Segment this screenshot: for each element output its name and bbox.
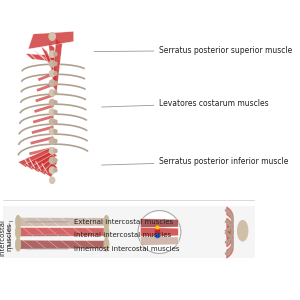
Ellipse shape bbox=[54, 52, 57, 56]
Ellipse shape bbox=[50, 99, 55, 106]
Text: Internal intercostal muscles: Internal intercostal muscles bbox=[26, 232, 171, 238]
Ellipse shape bbox=[50, 128, 55, 135]
Ellipse shape bbox=[54, 72, 57, 75]
Text: Intercostal
muscles: Intercostal muscles bbox=[0, 218, 13, 256]
Polygon shape bbox=[28, 32, 74, 49]
Polygon shape bbox=[52, 38, 62, 92]
Text: Serratus posterior inferior muscle: Serratus posterior inferior muscle bbox=[102, 157, 289, 166]
Ellipse shape bbox=[16, 226, 20, 238]
Polygon shape bbox=[16, 218, 109, 226]
Ellipse shape bbox=[16, 238, 20, 251]
Ellipse shape bbox=[54, 91, 57, 94]
Ellipse shape bbox=[50, 119, 55, 125]
Ellipse shape bbox=[16, 216, 20, 228]
Polygon shape bbox=[48, 42, 57, 84]
Ellipse shape bbox=[54, 110, 57, 114]
Ellipse shape bbox=[50, 61, 55, 67]
Polygon shape bbox=[41, 46, 57, 77]
Ellipse shape bbox=[50, 90, 55, 96]
Ellipse shape bbox=[238, 220, 248, 241]
Polygon shape bbox=[3, 206, 255, 259]
Polygon shape bbox=[26, 54, 57, 62]
Ellipse shape bbox=[54, 101, 57, 104]
Polygon shape bbox=[140, 236, 178, 245]
Ellipse shape bbox=[54, 140, 57, 143]
Ellipse shape bbox=[50, 70, 55, 76]
Ellipse shape bbox=[49, 33, 55, 40]
Ellipse shape bbox=[50, 177, 55, 183]
Ellipse shape bbox=[54, 62, 57, 66]
Ellipse shape bbox=[104, 216, 109, 228]
Ellipse shape bbox=[50, 167, 55, 173]
Ellipse shape bbox=[50, 109, 55, 115]
Polygon shape bbox=[18, 147, 57, 167]
Ellipse shape bbox=[104, 238, 109, 251]
Ellipse shape bbox=[50, 158, 55, 164]
Polygon shape bbox=[16, 240, 109, 249]
Polygon shape bbox=[140, 219, 178, 228]
Text: Serratus posterior superior muscle: Serratus posterior superior muscle bbox=[94, 46, 293, 55]
Text: Levatores costarum muscles: Levatores costarum muscles bbox=[102, 99, 269, 108]
Ellipse shape bbox=[54, 159, 57, 162]
Ellipse shape bbox=[50, 138, 55, 144]
Text: Innermost intercostal muscles: Innermost intercostal muscles bbox=[26, 246, 179, 252]
Ellipse shape bbox=[50, 80, 55, 86]
Text: External intercostal muscles: External intercostal muscles bbox=[26, 219, 173, 225]
Polygon shape bbox=[31, 154, 57, 172]
Polygon shape bbox=[43, 162, 57, 177]
Ellipse shape bbox=[54, 130, 57, 133]
Ellipse shape bbox=[54, 120, 57, 124]
Polygon shape bbox=[33, 50, 57, 69]
Polygon shape bbox=[24, 151, 57, 170]
Ellipse shape bbox=[50, 51, 55, 57]
Ellipse shape bbox=[50, 148, 55, 154]
Ellipse shape bbox=[54, 149, 57, 153]
Ellipse shape bbox=[54, 81, 57, 85]
Ellipse shape bbox=[54, 168, 57, 172]
Polygon shape bbox=[140, 227, 178, 236]
Polygon shape bbox=[37, 158, 57, 175]
Ellipse shape bbox=[104, 226, 109, 238]
Polygon shape bbox=[16, 227, 109, 236]
Circle shape bbox=[138, 211, 181, 254]
